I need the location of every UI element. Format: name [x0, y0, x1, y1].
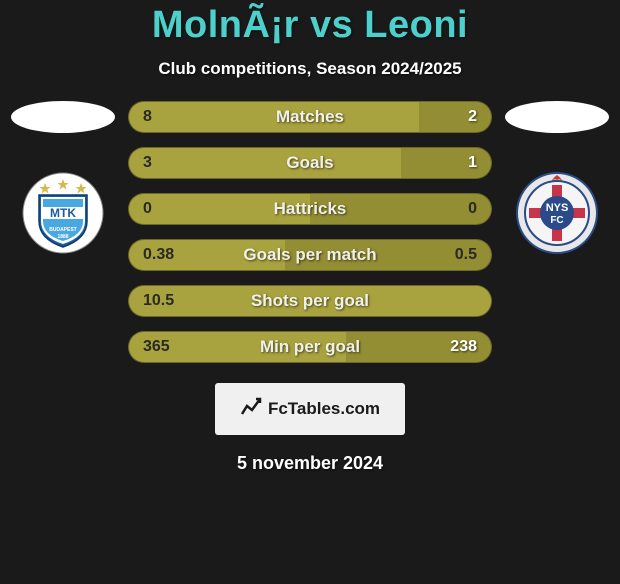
stat-bar: Shots per goal10.5: [128, 285, 492, 317]
stat-bar: Matches8 2: [128, 101, 492, 133]
stat-label: Goals: [129, 148, 491, 178]
stat-bars: Matches82Goals31Hattricks00Goals per mat…: [128, 101, 492, 363]
page-title: MolnÃ¡r vs Leoni: [8, 4, 612, 47]
stat-value-left: 3: [129, 148, 166, 178]
svg-text:BUDAPEST: BUDAPEST: [49, 227, 77, 233]
stat-value-left: 8: [129, 102, 166, 132]
infographic-container: MolnÃ¡r vs Leoni Club competitions, Seas…: [0, 4, 620, 474]
stat-bar: Goals3 1: [128, 147, 492, 179]
stat-label: Hattricks: [129, 194, 491, 224]
stat-value-right: 238: [436, 332, 491, 362]
left-club-badge: MTK BUDAPEST 1888: [21, 171, 105, 255]
stat-bar: Min per goal365238: [128, 331, 492, 363]
stat-value-right: 0: [454, 194, 491, 224]
svg-text:MTK: MTK: [50, 206, 76, 220]
stat-value-left: 0.38: [129, 240, 188, 270]
chart-icon: [240, 396, 262, 423]
stat-value-left: 0: [129, 194, 166, 224]
comparison-row: MTK BUDAPEST 1888 Matches8 2 Goals3 1 Hattri…: [8, 101, 612, 363]
stat-bar: Goals per match0.380.5: [128, 239, 492, 271]
svg-text:1888: 1888: [57, 234, 68, 240]
date: 5 november 2024: [8, 453, 612, 474]
left-player-column: MTK BUDAPEST 1888: [8, 101, 118, 255]
stat-bar: Hattricks0 0: [128, 193, 492, 225]
left-player-photo-placeholder: [11, 101, 115, 133]
watermark: FcTables.com: [215, 383, 405, 435]
stat-value-right: 2: [454, 102, 491, 132]
watermark-text: FcTables.com: [268, 399, 380, 419]
right-player-column: NYS FC: [502, 101, 612, 255]
right-player-photo-placeholder: [505, 101, 609, 133]
svg-text:NYS: NYS: [546, 202, 569, 214]
right-club-badge: NYS FC: [515, 171, 599, 255]
stat-label: Matches: [129, 102, 491, 132]
stat-value-left: 365: [129, 332, 184, 362]
stat-value-right: 1: [454, 148, 491, 178]
stat-value-left: 10.5: [129, 286, 188, 316]
subtitle: Club competitions, Season 2024/2025: [8, 59, 612, 79]
stat-value-right: 0.5: [441, 240, 491, 270]
svg-text:FC: FC: [550, 215, 563, 226]
